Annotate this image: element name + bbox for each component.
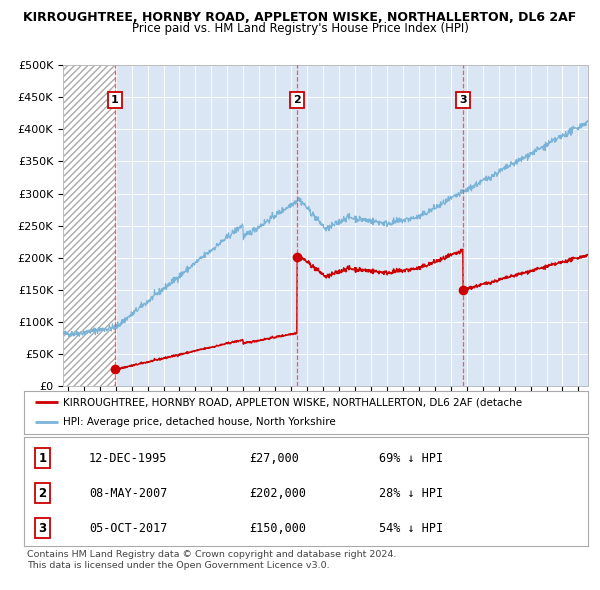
Text: £150,000: £150,000 xyxy=(250,522,307,535)
Text: KIRROUGHTREE, HORNBY ROAD, APPLETON WISKE, NORTHALLERTON, DL6 2AF: KIRROUGHTREE, HORNBY ROAD, APPLETON WISK… xyxy=(23,11,577,24)
Text: Contains HM Land Registry data © Crown copyright and database right 2024.: Contains HM Land Registry data © Crown c… xyxy=(27,550,397,559)
Text: £27,000: £27,000 xyxy=(250,452,299,465)
Text: 69% ↓ HPI: 69% ↓ HPI xyxy=(379,452,443,465)
Text: 2: 2 xyxy=(293,95,301,105)
Text: 3: 3 xyxy=(459,95,467,105)
Bar xyxy=(63,65,115,386)
Text: Price paid vs. HM Land Registry's House Price Index (HPI): Price paid vs. HM Land Registry's House … xyxy=(131,22,469,35)
Bar xyxy=(63,65,115,386)
Text: 12-DEC-1995: 12-DEC-1995 xyxy=(89,452,167,465)
Text: This data is licensed under the Open Government Licence v3.0.: This data is licensed under the Open Gov… xyxy=(27,560,329,569)
Text: £202,000: £202,000 xyxy=(250,487,307,500)
Text: 08-MAY-2007: 08-MAY-2007 xyxy=(89,487,167,500)
Text: 3: 3 xyxy=(38,522,47,535)
Text: 28% ↓ HPI: 28% ↓ HPI xyxy=(379,487,443,500)
Text: 54% ↓ HPI: 54% ↓ HPI xyxy=(379,522,443,535)
Text: KIRROUGHTREE, HORNBY ROAD, APPLETON WISKE, NORTHALLERTON, DL6 2AF (detache: KIRROUGHTREE, HORNBY ROAD, APPLETON WISK… xyxy=(64,397,523,407)
Text: 2: 2 xyxy=(38,487,47,500)
Text: 1: 1 xyxy=(111,95,119,105)
Text: 05-OCT-2017: 05-OCT-2017 xyxy=(89,522,167,535)
Text: HPI: Average price, detached house, North Yorkshire: HPI: Average price, detached house, Nort… xyxy=(64,417,336,427)
Text: 1: 1 xyxy=(38,452,47,465)
